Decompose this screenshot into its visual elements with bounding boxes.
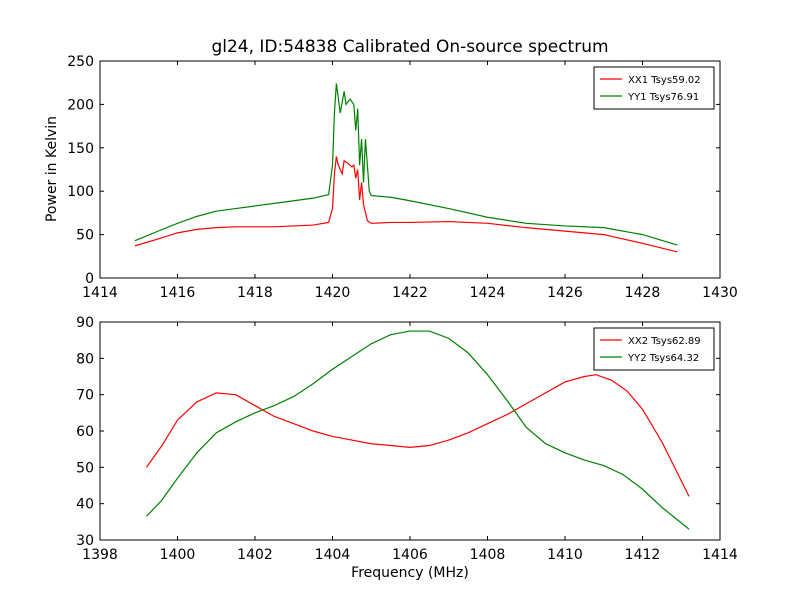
x-tick-label: 1414 bbox=[702, 547, 738, 563]
legend-entry: XX1 Tsys59.02 bbox=[628, 75, 701, 86]
x-tick-label: 1424 bbox=[470, 285, 506, 301]
legend: XX2 Tsys62.89 YY2 Tsys64.32 bbox=[593, 327, 715, 371]
legend: XX1 Tsys59.02 YY1 Tsys76.91 bbox=[593, 66, 715, 110]
x-axis-label: Frequency (MHz) bbox=[351, 565, 469, 581]
legend-entry: YY2 Tsys64.32 bbox=[627, 353, 699, 364]
x-tick-label: 1406 bbox=[392, 547, 428, 563]
series-line-2-1 bbox=[146, 374, 690, 497]
x-tick-label: 1422 bbox=[392, 285, 428, 301]
x-tick-label: 1420 bbox=[315, 285, 351, 301]
y-tick-label: 200 bbox=[67, 97, 94, 113]
chart-title: gl24, ID:54838 Calibrated On-source spec… bbox=[211, 37, 608, 57]
x-tick-label: 1414 bbox=[82, 285, 118, 301]
x-tick-label: 1408 bbox=[470, 547, 506, 563]
y-tick-label: 30 bbox=[76, 533, 94, 549]
x-tick-label: 1410 bbox=[547, 547, 583, 563]
x-tick-label: 1418 bbox=[237, 285, 273, 301]
x-tick-label: 1412 bbox=[625, 547, 661, 563]
x-tick-label: 1430 bbox=[702, 285, 738, 301]
y-tick-label: 0 bbox=[85, 271, 94, 287]
y-axis-label: Power in Kelvin bbox=[44, 116, 60, 222]
y-tick-label: 50 bbox=[76, 228, 94, 244]
x-tick-label: 1416 bbox=[160, 285, 196, 301]
y-tick-label: 150 bbox=[67, 141, 94, 157]
y-tick-label: 80 bbox=[76, 351, 94, 367]
y-tick-label: 70 bbox=[76, 388, 94, 404]
y-tick-label: 250 bbox=[67, 54, 94, 70]
x-tick-label: 1426 bbox=[547, 285, 583, 301]
y-tick-label: 50 bbox=[76, 460, 94, 476]
top-plot: 1414 1416 1418 1420 1422 1424 1426 1428 1430 0 50 1… bbox=[67, 54, 738, 301]
series-line-1-2 bbox=[134, 83, 678, 246]
y-tick-label: 90 bbox=[76, 315, 94, 331]
y-tick-label: 60 bbox=[76, 424, 94, 440]
legend-entry: YY1 Tsys76.91 bbox=[627, 92, 699, 103]
y-tick-label: 40 bbox=[76, 497, 94, 513]
bottom-plot: 1398 1400 1402 1404 1406 1408 1410 1412 1414 30 40… bbox=[76, 315, 738, 563]
series-line-1-1 bbox=[134, 156, 678, 253]
x-tick-label: 1398 bbox=[82, 547, 118, 563]
x-tick-label: 1404 bbox=[315, 547, 351, 563]
series-line-2-2 bbox=[146, 330, 690, 530]
x-tick-label: 1428 bbox=[625, 285, 661, 301]
legend-entry: XX2 Tsys62.89 bbox=[628, 336, 701, 347]
x-tick-label: 1400 bbox=[160, 547, 196, 563]
x-tick-label: 1402 bbox=[237, 547, 273, 563]
y-tick-label: 100 bbox=[67, 184, 94, 200]
